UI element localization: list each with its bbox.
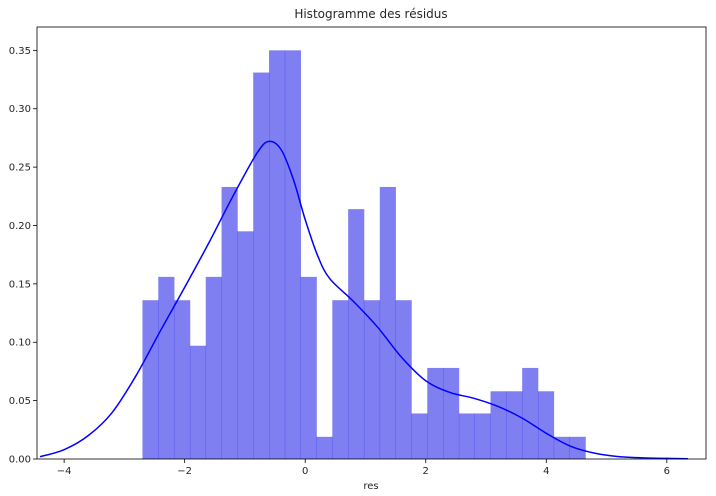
x-axis-ticks: −4 −2 0 2 4 6 bbox=[57, 459, 670, 477]
histogram-bar bbox=[443, 367, 460, 459]
x-axis-label: res bbox=[363, 481, 378, 492]
histogram-bar bbox=[237, 231, 254, 459]
histogram-bar bbox=[332, 300, 349, 459]
histogram-bar bbox=[158, 276, 175, 459]
histogram-bar bbox=[300, 276, 317, 459]
histogram-bar bbox=[506, 391, 523, 459]
plot-border bbox=[36, 26, 707, 460]
kde-curve-layer bbox=[39, 140, 688, 460]
x-tick-label: −4 bbox=[57, 466, 72, 477]
histogram-bar bbox=[205, 276, 222, 459]
x-tick-label: −2 bbox=[177, 466, 192, 477]
histogram-bar bbox=[427, 367, 444, 459]
y-tick-label: 0.10 bbox=[9, 338, 31, 349]
x-tick-label: 6 bbox=[664, 466, 670, 477]
histogram-bar bbox=[189, 345, 207, 459]
histogram-bars bbox=[142, 50, 586, 460]
histogram-bar bbox=[522, 367, 539, 459]
histogram-bar bbox=[348, 209, 365, 459]
histogram-bar bbox=[142, 300, 159, 459]
histogram-bar bbox=[395, 300, 412, 459]
x-tick-label: 2 bbox=[423, 466, 429, 477]
plot-frame bbox=[36, 26, 707, 460]
y-tick-label: 0.30 bbox=[9, 104, 31, 115]
histogram-bar bbox=[458, 413, 476, 459]
y-tick-label: 0.35 bbox=[9, 46, 31, 57]
kde-line bbox=[39, 140, 688, 460]
y-tick-label: 0.20 bbox=[9, 221, 31, 232]
histogram-bar bbox=[316, 436, 333, 459]
y-axis-ticks: 0.00 0.05 0.10 0.15 0.20 0.25 0.30 0.35 bbox=[9, 46, 37, 466]
histogram-bar bbox=[284, 50, 301, 460]
y-tick-label: 0.25 bbox=[9, 163, 31, 174]
histogram-bar bbox=[490, 391, 507, 459]
y-tick-label: 0.00 bbox=[9, 455, 31, 466]
x-tick-label: 0 bbox=[302, 466, 308, 477]
histogram-bar bbox=[569, 436, 586, 459]
histogram-bar bbox=[474, 413, 491, 459]
histogram-bar bbox=[379, 186, 396, 459]
chart-title: Histogramme des résidus bbox=[294, 7, 447, 21]
x-tick-label: 4 bbox=[543, 466, 549, 477]
histogram-bar bbox=[221, 186, 238, 459]
y-tick-label: 0.05 bbox=[9, 396, 31, 407]
histogram-bar bbox=[537, 391, 555, 459]
y-tick-label: 0.15 bbox=[9, 279, 31, 290]
histogram-bar bbox=[174, 300, 191, 459]
histogram-bar bbox=[253, 72, 270, 460]
histogram-bar bbox=[269, 50, 286, 460]
histogram-bar bbox=[553, 436, 570, 459]
histogram-bar bbox=[363, 300, 381, 459]
histogram-bar bbox=[411, 413, 428, 459]
